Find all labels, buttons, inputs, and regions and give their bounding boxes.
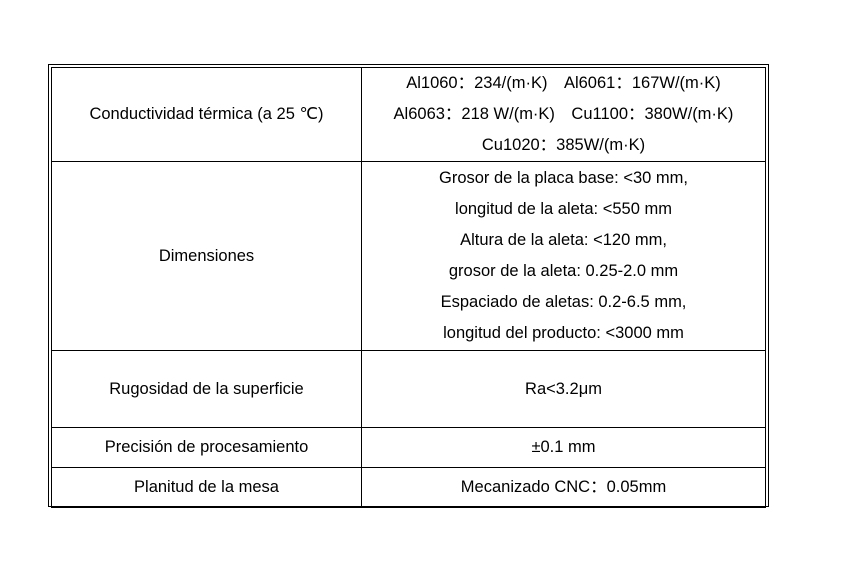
table-row: Dimensiones Grosor de la placa base: <30… — [51, 161, 766, 351]
value-line: longitud del producto: <3000 mm — [443, 324, 684, 342]
row-value: Ra<3.2μm — [361, 350, 766, 428]
value-line: grosor de la aleta: 0.25-2.0 mm — [448, 262, 679, 280]
row-label: Dimensiones — [51, 161, 362, 351]
row-value: Mecanizado CNC：0.05mm — [361, 467, 766, 508]
row-label: Rugosidad de la superficie — [51, 350, 362, 428]
row-value: Al1060：234/(m·K) Al6061：167W/(m·K) Al606… — [361, 67, 766, 162]
table-row: Precisión de procesamiento ±0.1 mm — [51, 427, 766, 468]
row-label: Planitud de la mesa — [51, 467, 362, 508]
table-row: Rugosidad de la superficie Ra<3.2μm — [51, 350, 766, 428]
spec-table-frame: Conductividad térmica (a 25 ℃) Al1060：23… — [48, 64, 769, 508]
value-line: Cu1020：385W/(m·K) — [481, 136, 646, 154]
row-value: Grosor de la placa base: <30 mm, longitu… — [361, 161, 766, 351]
value-line: ±0.1 mm — [531, 438, 596, 456]
value-line: Al1060：234/(m·K) Al6061：167W/(m·K) — [406, 74, 721, 92]
value-line: Espaciado de aletas: 0.2-6.5 mm, — [440, 293, 687, 311]
row-value: ±0.1 mm — [361, 427, 766, 468]
table-row: Conductividad térmica (a 25 ℃) Al1060：23… — [51, 67, 766, 162]
spec-table: Conductividad térmica (a 25 ℃) Al1060：23… — [51, 67, 766, 508]
value-line: Grosor de la placa base: <30 mm, — [439, 169, 688, 187]
value-line: Mecanizado CNC：0.05mm — [460, 478, 667, 496]
value-line: Altura de la aleta: <120 mm, — [460, 231, 667, 249]
row-label: Precisión de procesamiento — [51, 427, 362, 468]
row-label: Conductividad térmica (a 25 ℃) — [51, 67, 362, 162]
value-line: longitud de la aleta: <550 mm — [455, 200, 672, 218]
value-line: Ra<3.2μm — [525, 379, 602, 398]
value-line: Al6063：218 W/(m·K) Cu1100：380W/(m·K) — [393, 105, 734, 123]
table-row: Planitud de la mesa Mecanizado CNC：0.05m… — [51, 467, 766, 508]
